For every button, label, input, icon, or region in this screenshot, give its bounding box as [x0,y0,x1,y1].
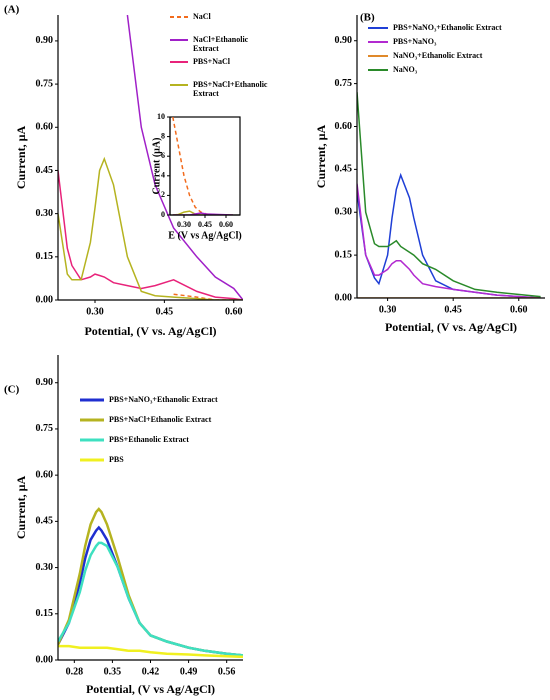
series-line [58,507,243,657]
panel-label: (A) [4,4,20,16]
y-tick-label: 0.15 [36,608,54,619]
y-tick-label: 2 [161,190,165,199]
x-tick-label: 0.35 [104,666,122,677]
y-tick-label: 10 [157,112,165,121]
series-line [58,170,243,300]
y-tick-label: 0.00 [335,292,353,303]
y-tick-label: 0.90 [36,377,54,388]
y-tick-label: 0.45 [335,164,353,175]
legend-label: PBS+NaCl+Ethanolic Extract [109,415,212,424]
y-axis-label: Current, µA [14,475,28,539]
series-line [126,15,243,300]
series-line [173,293,243,300]
legend-label: PBS+NaNO₃ [393,37,437,46]
x-tick-label: 0.28 [66,666,84,677]
y-tick-label: 0.30 [335,207,353,218]
series-line [58,644,243,659]
x-tick-label: 0.60 [225,306,243,317]
legend-label: PBS+NaNO₃+Ethanolic Extract [109,395,218,404]
y-tick-label: 0.00 [36,654,54,665]
legend-label: PBS [109,455,124,464]
legend-label: NaNO₃ [393,65,418,74]
y-tick-label: 0.30 [36,562,54,573]
series-line [58,541,243,657]
x-tick-label: 0.42 [142,666,160,677]
y-tick-label: 0.75 [36,423,54,434]
series-line [357,92,541,298]
inset-frame [169,116,241,216]
x-tick-label: 0.30 [379,304,397,315]
y-tick-label: 0.00 [36,294,54,305]
y-tick-label: 0.15 [335,249,353,260]
y-tick-label: 0.90 [36,35,54,46]
x-tick-label: 0.30 [177,220,191,229]
x-tick-label: 0.45 [198,220,212,229]
y-tick-label: 0.45 [36,165,54,176]
legend-label: PBS+NaCl+Ethanolic Extract [193,80,268,98]
y-tick-label: 0.60 [335,121,353,132]
y-tick-label: 8 [161,131,165,140]
y-axis-label: Current, µA [14,125,28,189]
y-tick-label: 0.15 [36,251,54,262]
y-tick-label: 0.60 [36,469,54,480]
y-axis-label: Current, µA [314,124,328,188]
series-line [357,183,541,298]
y-tick-label: 4 [161,171,165,180]
legend-label: NaCl [193,12,211,21]
x-tick-label: 0.45 [156,306,174,317]
x-tick-label: 0.45 [444,304,462,315]
panel-label: (B) [360,12,375,24]
y-tick-label: 6 [161,151,165,160]
y-axis-label: Current (µA) [151,138,162,195]
x-tick-label: 0.60 [219,220,233,229]
legend-label: PBS+NaCl [193,57,231,66]
y-tick-label: 0.45 [36,516,54,527]
y-tick-label: 0.30 [36,208,54,219]
x-tick-label: 0.30 [86,306,104,317]
y-tick-label: 0.60 [36,122,54,133]
legend-label: NaCl+Ethanolic Extract [193,35,249,53]
x-tick-label: 0.49 [180,666,198,677]
series-line [172,212,234,215]
x-axis-label: Potential, (V vs. Ag/AgCl) [84,324,216,338]
y-tick-label: 0 [161,210,165,219]
x-axis-label: E (V vs Ag/AgCl) [168,230,241,241]
series-line [58,156,243,300]
legend-label: PBS+Ethanolic Extract [109,435,189,444]
x-axis-label: Potential, (V vs. Ag/AgCl) [385,320,517,334]
x-tick-label: 0.60 [510,304,528,315]
panel-label: (C) [4,384,20,396]
y-tick-label: 0.75 [335,78,353,89]
x-tick-label: 0.56 [218,666,236,677]
legend-label: PBS+NaNO₃+Ethanolic Extract [393,23,502,32]
legend-label: NaNO₃+Ethanolic Extract [393,51,483,60]
y-tick-label: 0.90 [335,35,353,46]
x-axis-label: Potential, (V vs Ag/AgCl) [86,682,215,696]
series-line [357,172,541,298]
y-tick-label: 0.75 [36,78,54,89]
